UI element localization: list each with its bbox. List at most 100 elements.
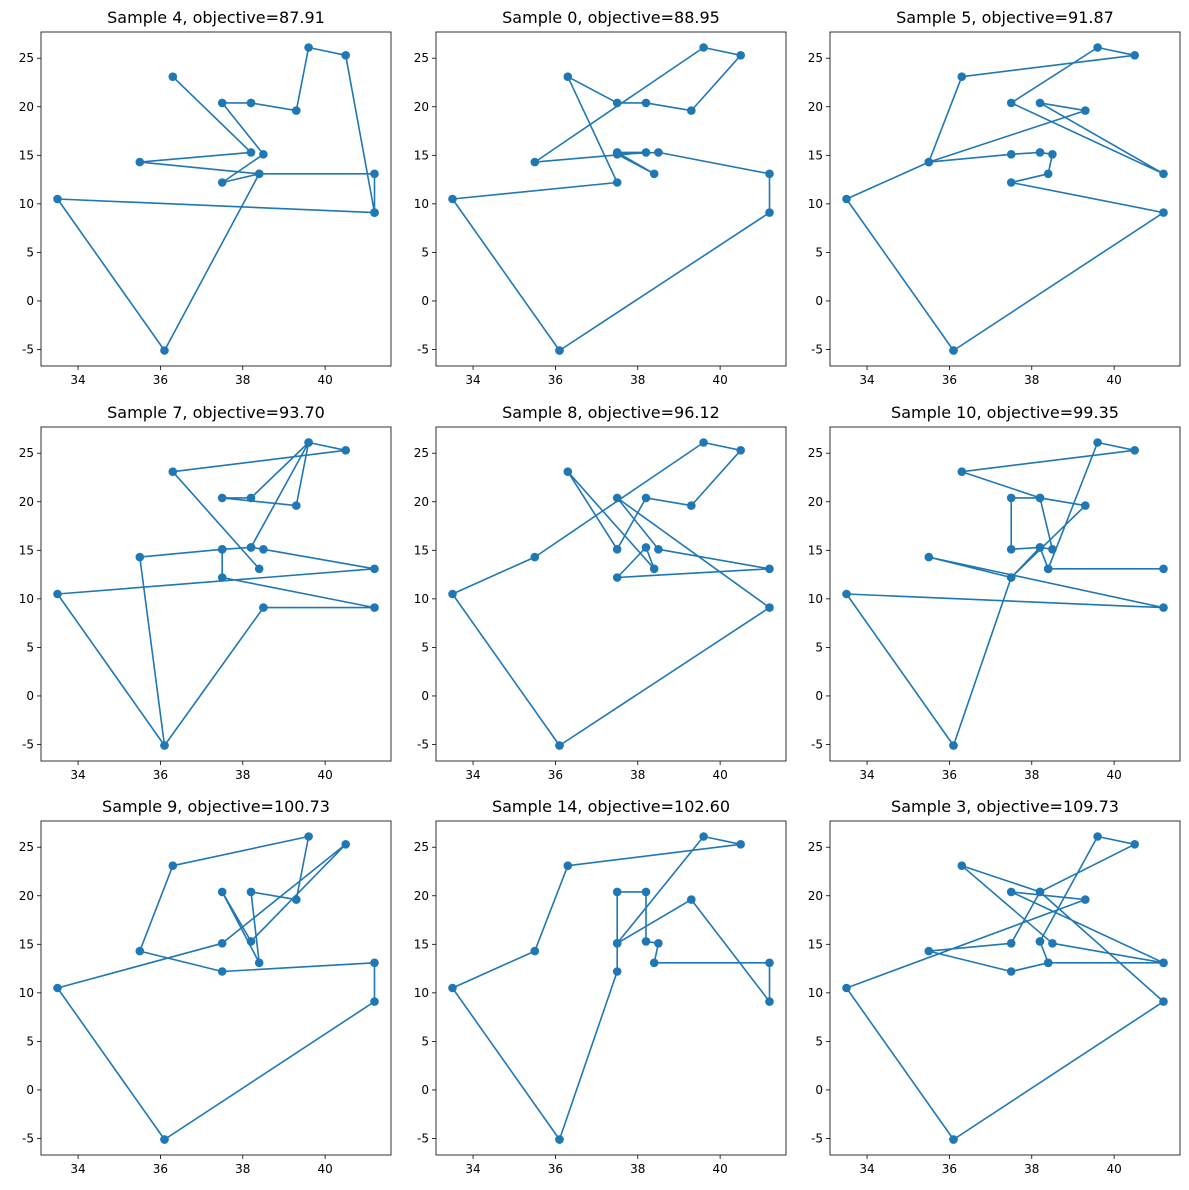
y-tick-label: 5 bbox=[815, 1034, 823, 1048]
y-tick-label: 15 bbox=[19, 937, 34, 951]
data-point bbox=[649, 564, 659, 574]
data-point bbox=[304, 438, 313, 447]
y-tick-label: 25 bbox=[414, 840, 429, 854]
y-tick-label: 10 bbox=[808, 592, 823, 606]
data-point bbox=[1035, 887, 1045, 897]
y-tick-label: 10 bbox=[808, 986, 823, 1000]
data-point bbox=[168, 467, 178, 477]
data-point bbox=[217, 493, 227, 503]
data-point bbox=[687, 106, 696, 115]
data-point bbox=[563, 861, 573, 870]
data-point bbox=[1159, 603, 1168, 612]
y-tick-label: -5 bbox=[22, 342, 34, 356]
y-tick-label: 25 bbox=[414, 51, 429, 65]
data-point bbox=[1048, 545, 1057, 554]
data-point bbox=[292, 106, 301, 115]
y-tick-label: 0 bbox=[26, 1083, 34, 1097]
y-tick-label: -5 bbox=[417, 1131, 429, 1145]
y-tick-label: -5 bbox=[22, 1131, 34, 1145]
data-point bbox=[649, 169, 659, 179]
subplot-2: Sample 0, objective=88.95 34 36 38 40 -5 0 5 10 1… bbox=[414, 8, 787, 387]
x-tick-label: 40 bbox=[317, 768, 332, 782]
x-tick-label: 40 bbox=[317, 1162, 332, 1176]
subplot-9: Sample 3, objective=109.73 34 36 38 40 -5 0 5 10… bbox=[808, 797, 1181, 1176]
data-point bbox=[370, 997, 379, 1006]
data-point bbox=[612, 573, 622, 582]
data-point bbox=[53, 983, 62, 993]
data-point bbox=[699, 438, 708, 447]
data-point bbox=[842, 983, 851, 993]
data-point bbox=[949, 741, 958, 750]
y-tick-label: 0 bbox=[26, 689, 34, 703]
y-tick-label: 0 bbox=[815, 1083, 823, 1097]
data-point bbox=[949, 346, 958, 355]
y-tick-label: 5 bbox=[26, 1034, 34, 1048]
subplot-title: Sample 3, objective=109.73 bbox=[891, 797, 1119, 816]
data-point bbox=[1043, 564, 1053, 574]
x-tick-label: 40 bbox=[1106, 373, 1121, 387]
y-tick-label: 20 bbox=[808, 889, 823, 903]
subplot-title: Sample 0, objective=88.95 bbox=[502, 8, 720, 27]
data-point bbox=[1159, 997, 1168, 1006]
data-point bbox=[530, 157, 540, 167]
data-point bbox=[1159, 208, 1168, 217]
y-tick-label: 20 bbox=[19, 495, 34, 509]
data-point bbox=[641, 543, 651, 552]
y-tick-label: -5 bbox=[417, 737, 429, 751]
data-point bbox=[217, 967, 227, 976]
x-tick-label: 40 bbox=[1106, 1162, 1121, 1176]
axes-frame bbox=[829, 820, 1181, 1156]
y-tick-label: 15 bbox=[808, 543, 823, 557]
subplot-title: Sample 5, objective=91.87 bbox=[896, 8, 1114, 27]
data-point bbox=[842, 194, 851, 204]
data-point bbox=[1081, 895, 1090, 904]
data-point bbox=[217, 887, 227, 897]
y-tick-label: -5 bbox=[811, 342, 823, 356]
y-tick-label: 15 bbox=[19, 543, 34, 557]
data-point bbox=[217, 939, 227, 948]
data-point bbox=[612, 545, 622, 554]
data-point bbox=[217, 545, 227, 554]
data-point bbox=[654, 545, 663, 554]
x-tick-label: 38 bbox=[1024, 373, 1039, 387]
data-point bbox=[1048, 150, 1057, 159]
data-point bbox=[246, 937, 256, 946]
tour-line bbox=[845, 46, 1165, 352]
tour-line bbox=[56, 835, 376, 1141]
data-point bbox=[160, 1135, 169, 1144]
y-tick-label: 10 bbox=[19, 197, 34, 211]
axes-frame bbox=[435, 31, 787, 367]
data-point bbox=[304, 832, 313, 841]
data-point bbox=[1006, 887, 1016, 897]
y-tick-label: 0 bbox=[421, 689, 429, 703]
x-tick-label: 40 bbox=[712, 373, 727, 387]
data-point bbox=[736, 840, 745, 849]
x-tick-label: 36 bbox=[942, 768, 957, 782]
y-tick-label: 15 bbox=[19, 148, 34, 162]
data-point bbox=[612, 148, 622, 157]
x-tick-label: 38 bbox=[235, 373, 250, 387]
y-tick-label: 20 bbox=[414, 889, 429, 903]
x-tick-label: 38 bbox=[235, 1162, 250, 1176]
data-point bbox=[1048, 939, 1057, 948]
subplot-title: Sample 9, objective=100.73 bbox=[102, 797, 330, 816]
y-tick-label: 20 bbox=[808, 100, 823, 114]
x-tick-label: 34 bbox=[465, 768, 480, 782]
data-point bbox=[555, 1135, 564, 1144]
data-point bbox=[1006, 939, 1016, 948]
data-point bbox=[641, 887, 651, 897]
x-tick-label: 34 bbox=[465, 1162, 480, 1176]
data-point bbox=[1130, 51, 1139, 60]
axes-frame bbox=[829, 426, 1181, 762]
x-tick-label: 38 bbox=[1024, 768, 1039, 782]
data-point bbox=[1006, 967, 1016, 976]
data-point bbox=[1035, 493, 1045, 503]
data-point bbox=[765, 564, 774, 574]
data-point bbox=[555, 346, 564, 355]
tour-line bbox=[451, 835, 771, 1140]
data-point bbox=[1093, 832, 1102, 841]
subplot-8: Sample 14, objective=102.60 34 36 38 40 -5 0 5 1… bbox=[414, 797, 787, 1176]
data-point bbox=[736, 51, 745, 60]
x-tick-label: 36 bbox=[942, 373, 957, 387]
x-tick-label: 34 bbox=[859, 1162, 874, 1176]
